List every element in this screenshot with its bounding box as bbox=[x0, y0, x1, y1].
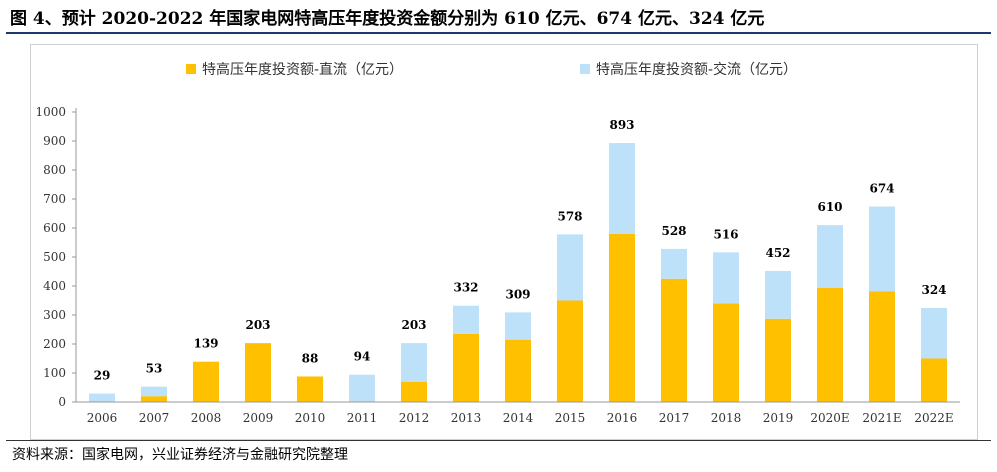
data-label-2011: 94 bbox=[354, 350, 371, 364]
data-label-2016: 893 bbox=[609, 118, 634, 132]
bar-dc-2009 bbox=[245, 343, 271, 402]
bar-dc-2022E bbox=[921, 358, 947, 402]
y-tick-label: 900 bbox=[43, 134, 66, 148]
bar-dc-2013 bbox=[453, 333, 479, 402]
y-tick-label: 200 bbox=[43, 337, 66, 351]
y-tick-label: 100 bbox=[43, 366, 66, 380]
bar-dc-2017 bbox=[661, 278, 687, 402]
bar-dc-2018 bbox=[713, 303, 739, 402]
bar-ac-2019 bbox=[765, 270, 791, 319]
bar-ac-2017 bbox=[661, 248, 687, 279]
data-label-2013: 332 bbox=[453, 281, 478, 295]
y-tick-label: 600 bbox=[43, 221, 66, 235]
x-tick-label: 2014 bbox=[503, 411, 534, 425]
x-tick-label: 2018 bbox=[711, 411, 742, 425]
data-label-2020E: 610 bbox=[817, 200, 842, 214]
bar-ac-2012 bbox=[401, 343, 427, 382]
x-tick-label: 2017 bbox=[659, 411, 690, 425]
legend-label-2: 特高压年度投资额-交流（亿元） bbox=[596, 61, 797, 78]
title-rule bbox=[6, 32, 991, 34]
data-label-2019: 452 bbox=[765, 246, 790, 260]
bars-group bbox=[89, 143, 947, 402]
bar-dc-2016 bbox=[609, 233, 635, 402]
x-tick-label: 2009 bbox=[243, 411, 274, 425]
y-tick-label: 300 bbox=[43, 308, 66, 322]
data-labels: 29 53 139 203 88 94 203 332 309 578 893 528 516 452 61… bbox=[94, 118, 947, 383]
bar-dc-2021E bbox=[869, 291, 895, 402]
legend-label-1: 特高压年度投资额-直流（亿元） bbox=[202, 61, 403, 78]
x-tick-label: 2012 bbox=[399, 411, 430, 425]
figure-title: 图 4、预计 2020-2022 年国家电网特高压年度投资金额分别为 610 亿… bbox=[10, 9, 765, 29]
bar-dc-2010 bbox=[297, 376, 323, 402]
x-tick-label: 2007 bbox=[139, 411, 170, 425]
data-label-2022E: 324 bbox=[921, 283, 946, 297]
footer-rule bbox=[6, 440, 991, 441]
source-note: 资料来源：国家电网，兴业证券经济与金融研究院整理 bbox=[12, 447, 348, 463]
data-label-2010: 88 bbox=[302, 351, 319, 365]
bar-ac-2021E bbox=[869, 206, 895, 292]
bar-dc-2020E bbox=[817, 288, 843, 402]
data-label-2014: 309 bbox=[505, 287, 530, 301]
data-label-2017: 528 bbox=[661, 224, 686, 238]
x-tick-label: 2022E bbox=[914, 411, 953, 425]
bar-dc-2007 bbox=[141, 396, 167, 402]
y-tick-label: 0 bbox=[58, 395, 66, 409]
x-tick-label: 2020E bbox=[810, 411, 849, 425]
x-tick-label: 2006 bbox=[87, 411, 118, 425]
bar-dc-2012 bbox=[401, 381, 427, 402]
bar-ac-2020E bbox=[817, 225, 843, 289]
x-tick-label: 2015 bbox=[555, 411, 586, 425]
y-tick-label: 400 bbox=[43, 279, 66, 293]
x-tick-label: 2016 bbox=[607, 411, 638, 425]
x-axis: 2006 2007 2008 2009 2010 2011 2012 2013 2014 2015… bbox=[76, 401, 960, 425]
bar-ac-2016 bbox=[609, 143, 635, 234]
y-tick-label: 1000 bbox=[35, 105, 66, 119]
bar-dc-2019 bbox=[765, 318, 791, 402]
x-tick-label: 2021E bbox=[862, 411, 901, 425]
bar-dc-2015 bbox=[557, 300, 583, 402]
bar-ac-2006 bbox=[89, 393, 115, 402]
bar-ac-2022E bbox=[921, 308, 947, 359]
bar-ac-2011 bbox=[349, 374, 375, 402]
chart-frame bbox=[30, 44, 978, 440]
y-tick-label: 800 bbox=[43, 163, 66, 177]
bar-dc-2008 bbox=[193, 361, 219, 402]
bar-ac-2018 bbox=[713, 252, 739, 304]
chart-legend: 特高压年度投资额-直流（亿元） 特高压年度投资额-交流（亿元） bbox=[186, 61, 797, 78]
y-axis: 0 100 200 300 400 500 600 700 800 900 1000 bbox=[35, 105, 77, 409]
x-tick-label: 2008 bbox=[191, 411, 222, 425]
y-tick-label: 500 bbox=[43, 250, 66, 264]
data-label-2007: 53 bbox=[146, 362, 163, 376]
data-label-2018: 516 bbox=[713, 227, 738, 241]
x-tick-label: 2011 bbox=[347, 411, 378, 425]
legend-swatch-2 bbox=[580, 64, 590, 74]
data-label-2009: 203 bbox=[245, 318, 270, 332]
bar-ac-2015 bbox=[557, 234, 583, 301]
data-label-2008: 139 bbox=[193, 337, 218, 351]
bar-ac-2014 bbox=[505, 312, 531, 340]
data-label-2021E: 674 bbox=[869, 182, 894, 196]
legend-swatch-1 bbox=[186, 64, 196, 74]
y-tick-label: 700 bbox=[43, 192, 66, 206]
data-label-2006: 29 bbox=[94, 369, 111, 383]
bar-dc-2014 bbox=[505, 339, 531, 402]
data-label-2015: 578 bbox=[557, 209, 582, 223]
data-label-2012: 203 bbox=[401, 318, 426, 332]
x-tick-label: 2013 bbox=[451, 411, 482, 425]
bar-ac-2013 bbox=[453, 305, 479, 334]
x-tick-label: 2019 bbox=[763, 411, 794, 425]
x-tick-label: 2010 bbox=[295, 411, 326, 425]
bar-ac-2007 bbox=[141, 386, 167, 397]
